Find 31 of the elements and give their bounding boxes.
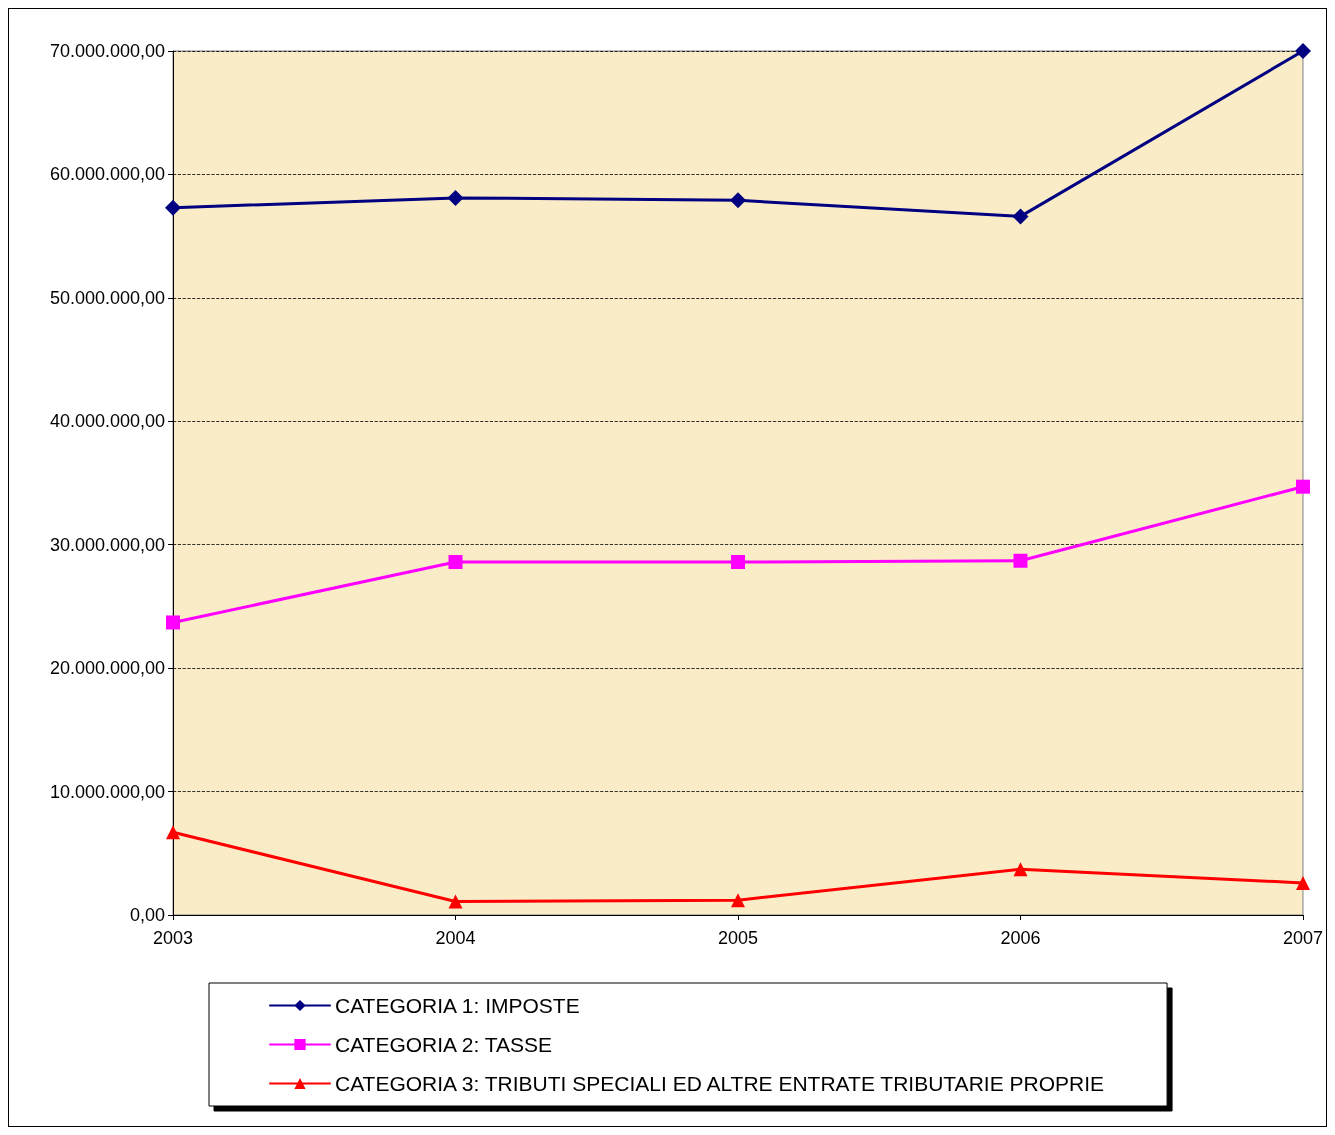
y-tick-label: 60.000.000,00	[49, 164, 165, 185]
x-tick-label: 2004	[435, 928, 476, 948]
point	[730, 554, 745, 569]
point	[1295, 479, 1310, 494]
y-tick-label: 40.000.000,00	[49, 411, 165, 432]
y-tick-label: 20.000.000,00	[49, 658, 165, 679]
point	[1294, 43, 1311, 59]
point	[448, 894, 463, 909]
y-tick-label: 70.000.000,00	[49, 41, 165, 61]
x-tick-label: 2005	[717, 928, 759, 948]
point	[447, 189, 464, 206]
legend-label: CATEGORIA 2: TASSE	[335, 1033, 553, 1056]
x-tick-label: 2003	[152, 928, 194, 948]
point	[165, 199, 181, 216]
point	[1013, 862, 1028, 877]
y-tick-label: 10.000.000,00	[49, 781, 165, 802]
point	[730, 893, 745, 908]
x-tick-label: 2007	[1282, 928, 1323, 948]
point	[166, 615, 180, 630]
point	[1013, 553, 1028, 568]
point	[1295, 875, 1310, 890]
point	[448, 554, 463, 569]
legend-label: CATEGORIA 1: IMPOSTE	[335, 994, 580, 1017]
y-tick-label: 30.000.000,00	[49, 534, 165, 555]
x-tick-label: 2006	[1000, 928, 1041, 948]
legend-label: CATEGORIA 3: TRIBUTI SPECIALI ED ALTRE ENTRATE TRIBUTARIE PROPRIE	[335, 1072, 1104, 1095]
y-tick-label: 50.000.000,00	[49, 287, 165, 308]
point	[1012, 208, 1029, 225]
y-tick-label: 0,00	[129, 905, 165, 925]
point	[166, 825, 180, 840]
point	[729, 192, 746, 209]
